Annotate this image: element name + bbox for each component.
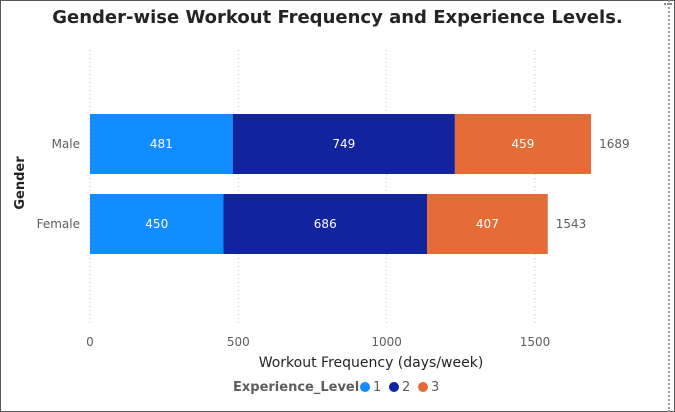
data-label: 450 — [145, 217, 168, 231]
bar-segment — [232, 114, 455, 174]
data-label: 481 — [150, 137, 173, 151]
data-label: 749 — [332, 137, 355, 151]
x-axis-title: Workout Frequency (days/week) — [259, 355, 484, 371]
legend-marker — [389, 382, 399, 392]
legend-marker — [360, 382, 370, 392]
chart-title: Gender-wise Workout Frequency and Experi… — [52, 7, 623, 28]
bar-segment — [454, 114, 592, 174]
legend-label: 2 — [402, 380, 411, 395]
bar-segment — [427, 194, 548, 254]
frame-edge-dots — [668, 0, 670, 412]
bar-segment — [90, 114, 233, 174]
x-tick-label: 1000 — [371, 335, 402, 349]
data-label: 686 — [314, 217, 337, 231]
legend-item[interactable]: 2 — [389, 380, 410, 395]
total-label: 1543 — [556, 217, 587, 231]
y-axis-title: Gender — [13, 156, 28, 210]
legend-item[interactable]: 1 — [360, 380, 381, 395]
total-label: 1689 — [599, 137, 630, 151]
legend-label: 1 — [373, 380, 382, 395]
y-tick-label: Female — [37, 217, 80, 231]
data-label: 407 — [476, 217, 499, 231]
x-tick-label: 0 — [86, 335, 94, 349]
bar-segment — [90, 194, 224, 254]
x-tick-label: 500 — [227, 335, 250, 349]
y-tick-label: Male — [52, 137, 80, 151]
x-tick-label: 1500 — [520, 335, 551, 349]
bar-segment — [223, 194, 428, 254]
legend: Experience_Level 1 2 3 — [0, 379, 675, 399]
legend-title: Experience_Level — [233, 380, 360, 395]
legend-item[interactable]: 3 — [418, 380, 439, 395]
more-options-icon[interactable] — [664, 3, 672, 8]
legend-marker — [418, 382, 428, 392]
legend-label: 3 — [431, 380, 440, 395]
data-label: 459 — [512, 137, 535, 151]
